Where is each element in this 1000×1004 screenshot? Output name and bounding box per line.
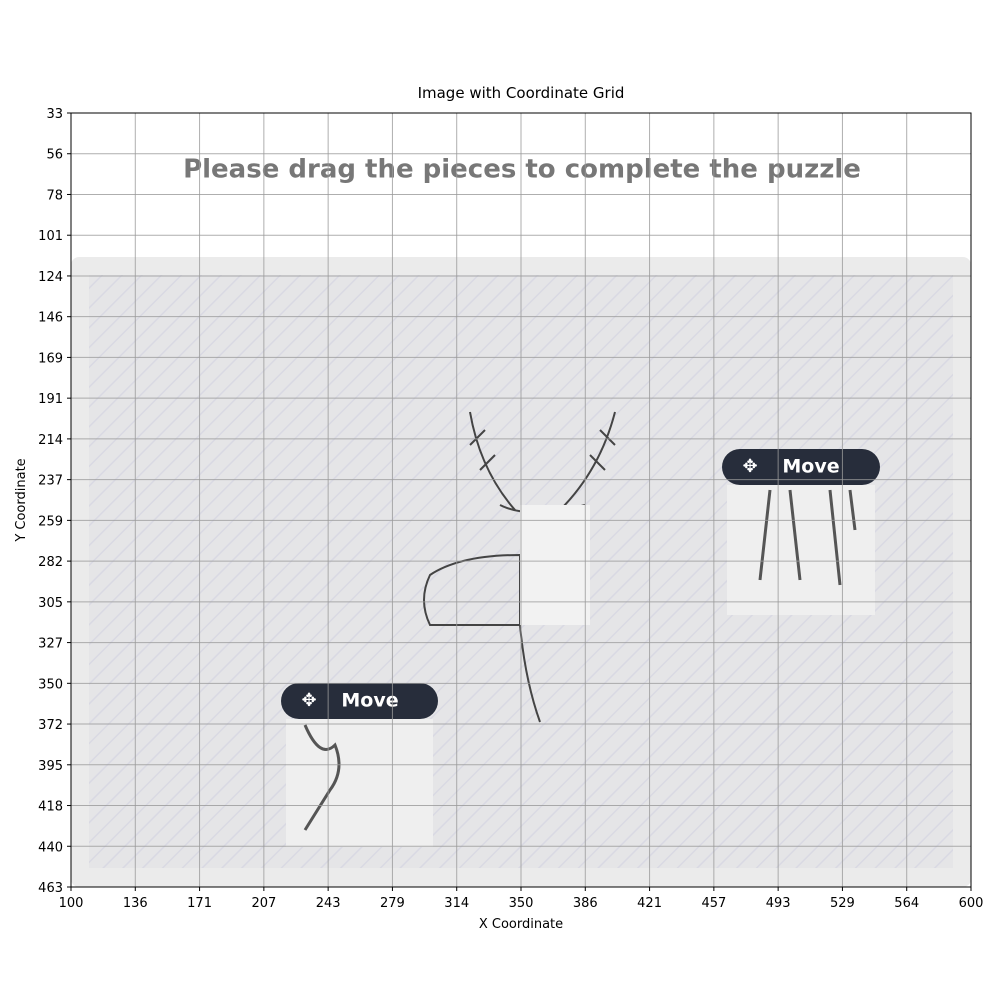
- y-tick-label: 305: [38, 596, 63, 611]
- figure-title: Image with Coordinate Grid: [418, 84, 625, 102]
- y-tick-label: 282: [38, 555, 63, 570]
- instruction: Please drag the pieces to complete the p…: [183, 155, 861, 185]
- y-tick-label: 124: [38, 270, 63, 285]
- y-tick-label: 440: [38, 840, 63, 855]
- y-tick-label: 191: [38, 392, 63, 407]
- y-tick-label: 56: [46, 148, 63, 163]
- x-axis-label: X Coordinate: [479, 917, 563, 932]
- y-tick-label: 146: [38, 311, 63, 326]
- y-tick-label: 372: [38, 718, 63, 733]
- x-tick-label: 279: [380, 896, 405, 911]
- x-tick-label: 243: [316, 896, 341, 911]
- move-label[interactable]: Move: [782, 456, 839, 478]
- y-axis-label: Y Coordinate: [14, 458, 29, 542]
- x-tick-label: 350: [509, 896, 534, 911]
- x-tick-label: 493: [766, 896, 791, 911]
- y-tick-label: 33: [46, 107, 63, 122]
- move-label[interactable]: Move: [341, 690, 398, 712]
- y-tick-label: 237: [38, 474, 63, 489]
- y-tick-label: 169: [38, 351, 63, 366]
- x-tick-label: 457: [701, 896, 726, 911]
- piece-image: [727, 485, 875, 615]
- move-icon: ✥: [301, 690, 316, 711]
- puzzle-piece[interactable]: ✥ Move: [722, 449, 880, 615]
- x-tick-label: 529: [830, 896, 855, 911]
- y-tick-label: 418: [38, 800, 63, 815]
- plot-frame: [70, 112, 972, 888]
- y-tick-label: 327: [38, 637, 63, 652]
- y-tick-label: 463: [38, 881, 63, 896]
- y-tick-label: 259: [38, 514, 63, 529]
- x-tick-label: 100: [59, 896, 84, 911]
- move-icon: ✥: [742, 456, 757, 477]
- x-tick-label: 386: [573, 896, 598, 911]
- x-tick-label: 600: [959, 896, 984, 911]
- x-tick-label: 171: [187, 896, 212, 911]
- piece-image: [286, 719, 433, 847]
- x-tick-label: 136: [123, 896, 148, 911]
- x-tick-label: 314: [444, 896, 469, 911]
- move-button[interactable]: [281, 683, 438, 719]
- y-tick-label: 101: [38, 229, 63, 244]
- move-button[interactable]: [722, 449, 880, 485]
- y-tick-label: 395: [38, 759, 63, 774]
- x-tick-label: 564: [894, 896, 919, 911]
- y-tick-label: 78: [46, 188, 63, 203]
- y-tick-label: 214: [38, 433, 63, 448]
- puzzle-piece[interactable]: ✥ Move: [281, 683, 438, 847]
- deer-image: [423, 411, 616, 723]
- x-tick-label: 207: [251, 896, 276, 911]
- y-tick-label: 350: [38, 677, 63, 692]
- x-tick-label: 421: [637, 896, 662, 911]
